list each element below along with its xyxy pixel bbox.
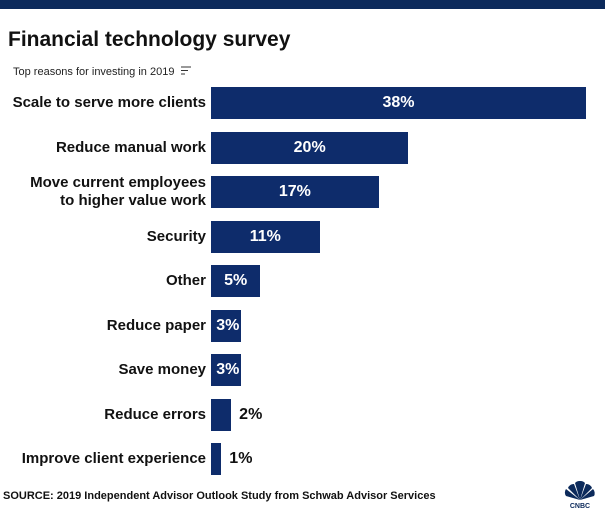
category-label: Reduce errors bbox=[104, 405, 206, 423]
source-note: SOURCE: 2019 Independent Advisor Outlook… bbox=[3, 490, 436, 502]
value-label: 3% bbox=[216, 316, 240, 334]
value-label: 2% bbox=[239, 405, 263, 423]
category-label: Scale to serve more clients bbox=[12, 94, 206, 111]
logo-text: CNBC bbox=[570, 503, 590, 510]
bar bbox=[211, 131, 409, 164]
logo: CNBC bbox=[564, 480, 595, 510]
category-label: Save money bbox=[118, 361, 206, 378]
bar bbox=[211, 443, 221, 475]
value-label: 17% bbox=[278, 183, 311, 200]
bar bbox=[211, 309, 241, 342]
category-label: Other bbox=[165, 272, 206, 289]
category-label: Move current employees to higher value w… bbox=[30, 174, 206, 209]
bar bbox=[211, 265, 261, 297]
bar bbox=[211, 398, 231, 431]
value-label: 38% bbox=[382, 94, 415, 111]
value-label: 20% bbox=[293, 138, 326, 156]
top-band bbox=[0, 0, 605, 9]
bar bbox=[211, 354, 241, 386]
subtitle-text: Top reasons for investing in 2019 bbox=[13, 66, 175, 78]
bar bbox=[211, 176, 379, 208]
category-label: Reduce paper bbox=[106, 316, 206, 334]
value-label: 5% bbox=[224, 272, 248, 289]
bar bbox=[211, 87, 586, 119]
value-label: 1% bbox=[229, 450, 253, 467]
chart-subtitle: Top reasons for investing in 2019 bbox=[13, 66, 191, 78]
chart-title: Financial technology survey bbox=[8, 28, 291, 51]
value-label: 11% bbox=[249, 227, 281, 245]
category-label: Improve client experience bbox=[21, 450, 206, 467]
bar bbox=[211, 220, 320, 253]
sort-icon bbox=[180, 66, 191, 75]
category-label: Reduce manual work bbox=[55, 138, 206, 156]
category-label: Security bbox=[146, 227, 206, 245]
value-label: 3% bbox=[216, 361, 240, 378]
